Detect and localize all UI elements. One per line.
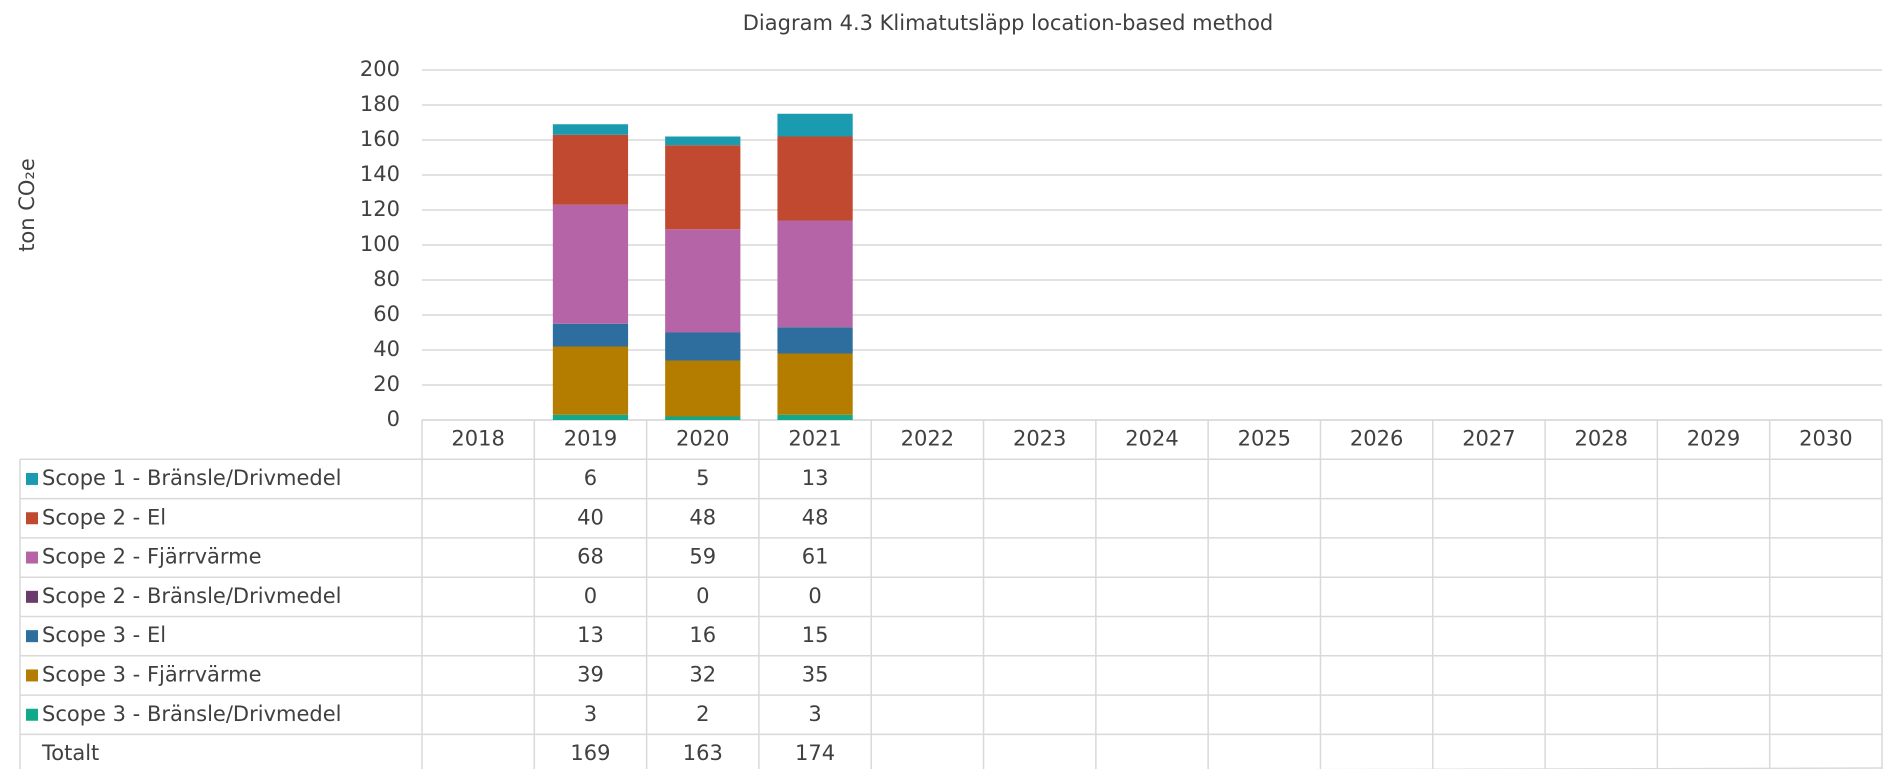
table-total: 169 (570, 741, 610, 765)
table-total: 163 (683, 741, 723, 765)
bar-segment (552, 204, 629, 324)
legend-label: Scope 2 - El (42, 505, 166, 529)
legend-label: Scope 3 - Fjärrvärme (42, 662, 262, 686)
legend-key (26, 669, 38, 682)
table-value: 0 (696, 584, 709, 608)
table-value: 61 (802, 545, 829, 569)
table-value: 2 (696, 702, 709, 726)
bar-segment (777, 220, 853, 328)
x-tick-label: 2018 (451, 427, 504, 451)
y-tick-label: 120 (360, 197, 400, 221)
y-tick-label: 80 (373, 267, 400, 291)
table-value: 6 (584, 466, 597, 490)
y-tick-label: 60 (373, 302, 400, 326)
legend-label: Scope 1 - Bränsle/Drivmedel (42, 466, 341, 490)
bar-segment (665, 416, 741, 420)
table-value: 48 (802, 505, 829, 529)
x-tick-label: 2019 (564, 427, 617, 451)
bar-segment (665, 332, 741, 361)
x-tick-label: 2022 (901, 427, 954, 451)
bar-segment (552, 323, 629, 347)
bar-segment (552, 134, 629, 205)
table-value: 15 (802, 623, 829, 647)
table-value: 5 (696, 466, 709, 490)
legend-key (26, 590, 38, 603)
y-tick-label: 0 (387, 407, 400, 431)
x-tick-label: 2026 (1350, 427, 1403, 451)
table-value: 16 (689, 623, 716, 647)
table-value: 35 (802, 662, 829, 686)
x-tick-label: 2021 (788, 427, 841, 451)
legend-label: Scope 2 - Bränsle/Drivmedel (42, 584, 341, 608)
table-value: 3 (584, 702, 597, 726)
bar-segment (665, 136, 741, 146)
x-tick-label: 2024 (1125, 427, 1178, 451)
bar-segment (777, 353, 853, 415)
bar-segment (777, 113, 853, 137)
table-value: 59 (689, 545, 716, 569)
legend-key (26, 512, 38, 525)
table-value: 0 (808, 584, 821, 608)
bar-segment (552, 346, 629, 415)
legend-label: Scope 3 - El (42, 623, 166, 647)
table-value: 40 (577, 505, 604, 529)
table-value: 48 (689, 505, 716, 529)
x-tick-label: 2025 (1238, 427, 1291, 451)
bar-segment (777, 327, 853, 354)
bar-segment (552, 414, 629, 420)
bar-segment (552, 124, 629, 135)
x-tick-label: 2020 (676, 427, 729, 451)
bar-segment (665, 229, 741, 333)
chart-title: Diagram 4.3 Klimatutsläpp location-based… (743, 11, 1274, 35)
y-axis-label: ton CO₂e (15, 158, 39, 252)
bar-segment (777, 414, 853, 420)
bar-segment (665, 360, 741, 417)
x-tick-label: 2028 (1575, 427, 1628, 451)
y-tick-label: 20 (373, 372, 400, 396)
x-tick-label: 2023 (1013, 427, 1066, 451)
legend-key (26, 551, 38, 564)
x-tick-label: 2027 (1462, 427, 1515, 451)
bar-segment (777, 136, 853, 221)
table-value: 32 (689, 662, 716, 686)
table-value: 13 (802, 466, 829, 490)
y-tick-label: 140 (360, 162, 400, 186)
y-tick-label: 200 (360, 57, 400, 81)
legend-key (26, 630, 38, 643)
legend-key (26, 472, 38, 485)
table-total: 174 (795, 741, 835, 765)
y-tick-label: 180 (360, 92, 400, 116)
legend-label: Scope 3 - Bränsle/Drivmedel (42, 702, 341, 726)
legend-key (26, 708, 38, 721)
table-total-label: Totalt (41, 741, 99, 765)
table-value: 3 (808, 702, 821, 726)
y-tick-label: 100 (360, 232, 400, 256)
table-value: 13 (577, 623, 604, 647)
x-tick-label: 2030 (1799, 427, 1852, 451)
y-tick-label: 160 (360, 127, 400, 151)
legend-label: Scope 2 - Fjärrvärme (42, 545, 262, 569)
x-tick-label: 2029 (1687, 427, 1740, 451)
table-value: 68 (577, 545, 604, 569)
table-value: 39 (577, 662, 604, 686)
bar-segment (665, 145, 741, 230)
y-tick-label: 40 (373, 337, 400, 361)
table-value: 0 (584, 584, 597, 608)
